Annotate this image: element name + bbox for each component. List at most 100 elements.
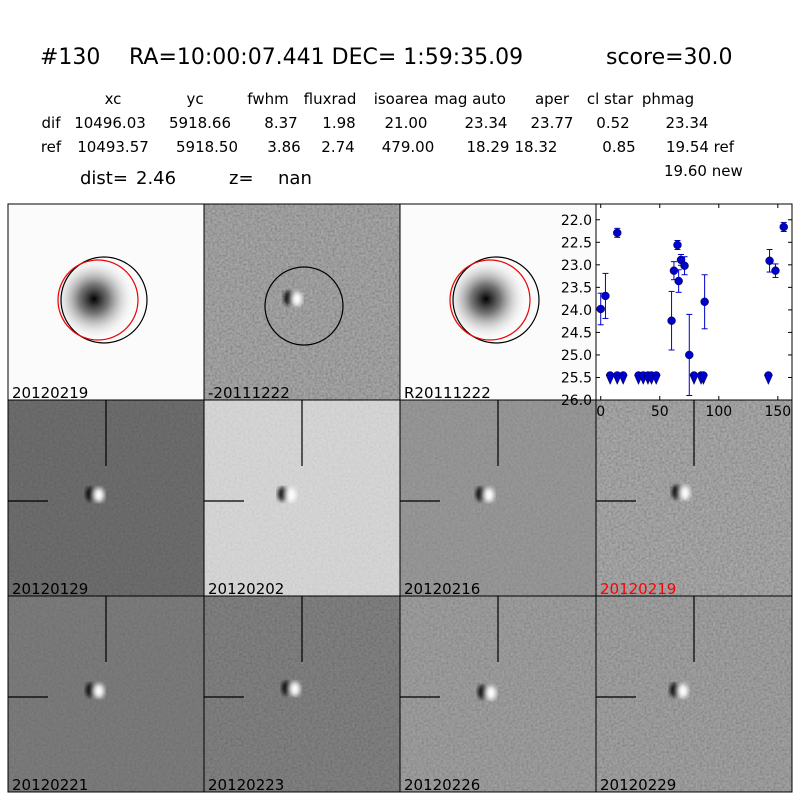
aperture bbox=[452, 256, 540, 344]
y-tick-label: 24.5 bbox=[561, 325, 592, 341]
y-tick-label: 24.0 bbox=[561, 303, 592, 319]
row-label: ref bbox=[41, 138, 62, 156]
point bbox=[601, 291, 610, 301]
light-curve: 22.0 22.5 23.0 23.5 24.0 24.5 25.0 25.5 26.00 50 1… bbox=[561, 203, 793, 420]
dist-label: dist= bbox=[80, 168, 128, 189]
residual bbox=[476, 487, 494, 502]
cell: 23.34 bbox=[666, 114, 709, 132]
point bbox=[680, 261, 689, 270]
image-panel: 20120229 bbox=[595, 595, 793, 794]
upper-limit bbox=[618, 371, 628, 385]
residual-bright bbox=[286, 488, 296, 502]
star bbox=[444, 257, 528, 341]
image-panel: R20111222 bbox=[399, 203, 597, 402]
upper-limit bbox=[651, 371, 661, 385]
aperture bbox=[60, 256, 148, 344]
point bbox=[779, 222, 788, 232]
panel-label: 20120229 bbox=[600, 776, 676, 794]
aperture bbox=[57, 259, 139, 341]
image-panel: 20120202 bbox=[203, 399, 401, 598]
cell: 2.74 bbox=[321, 138, 354, 156]
z: nan bbox=[278, 168, 312, 189]
cell: 10496.03 bbox=[74, 114, 146, 132]
residual-dark bbox=[278, 487, 288, 501]
image-panel: 20120226 bbox=[399, 595, 597, 794]
upper-limit bbox=[699, 371, 708, 385]
residual-bright bbox=[94, 488, 104, 502]
x-tick-label: 50 bbox=[651, 404, 669, 420]
panel-label: 20120226 bbox=[404, 776, 480, 794]
y-tick-label: 25.5 bbox=[561, 370, 592, 386]
column-header: aper bbox=[535, 90, 570, 108]
residual bbox=[86, 683, 104, 698]
point bbox=[673, 240, 682, 250]
dist: 2.46 bbox=[136, 168, 176, 189]
panel-label: 20120223 bbox=[208, 776, 284, 794]
column-header: isoarea bbox=[374, 90, 429, 108]
residual-dark bbox=[670, 683, 680, 697]
panel-frame bbox=[595, 595, 793, 793]
cell: 23.77 bbox=[531, 114, 574, 132]
column-header: xc bbox=[105, 90, 122, 108]
residual-bright bbox=[678, 684, 688, 698]
panel-label: 20120219 bbox=[600, 580, 676, 598]
cell: 10493.57 bbox=[77, 138, 149, 156]
point bbox=[685, 350, 694, 360]
column-header: mag auto bbox=[434, 90, 506, 108]
point bbox=[700, 297, 709, 306]
column-header: fwhm bbox=[247, 90, 288, 108]
residual bbox=[478, 685, 496, 700]
cell: 5918.50 bbox=[176, 138, 238, 156]
point bbox=[613, 228, 622, 238]
column-header: fluxrad bbox=[304, 90, 357, 108]
y-tick-label: 22.5 bbox=[561, 235, 592, 251]
residual-dark bbox=[672, 485, 682, 499]
panel-label: -20111222 bbox=[208, 384, 290, 402]
column-header: cl star bbox=[587, 90, 634, 108]
residual bbox=[86, 487, 104, 502]
cell: 0.85 bbox=[602, 138, 635, 156]
x-tick-label: 0 bbox=[596, 404, 605, 420]
image-panel: 20120223 bbox=[203, 595, 401, 794]
image-panel: 20120219 bbox=[7, 203, 205, 402]
residual-bright bbox=[486, 686, 496, 700]
point bbox=[596, 304, 605, 314]
column-header: yc bbox=[186, 90, 203, 108]
image-panel: 20120129 bbox=[7, 399, 205, 598]
panel-label: 20120216 bbox=[404, 580, 480, 598]
star bbox=[52, 257, 136, 341]
residual-dark bbox=[476, 487, 486, 501]
cell: 23.34 bbox=[465, 114, 508, 132]
residual-dark bbox=[284, 291, 294, 305]
panel-label: 20120221 bbox=[12, 776, 88, 794]
column-header: phmag bbox=[642, 90, 694, 108]
info-table: xc yc fwhm fluxrad isoarea mag auto aper cl sta… bbox=[41, 90, 735, 156]
panel-label: 20120202 bbox=[208, 580, 284, 598]
panel-noise bbox=[204, 204, 400, 400]
title-score: score=30.0 bbox=[606, 45, 733, 70]
residual-bright bbox=[680, 486, 690, 500]
title: #130 RA=10:00:07.441 DEC= 1:59:35.09 score… bbox=[40, 45, 733, 70]
cell: 18.32 bbox=[515, 138, 558, 156]
panel-label: 20120219 bbox=[12, 384, 88, 402]
residual-bright bbox=[290, 682, 300, 696]
cell: 3.86 bbox=[267, 138, 300, 156]
cell: 8.37 bbox=[264, 114, 297, 132]
image-panel: 20120221 bbox=[7, 595, 205, 794]
point bbox=[669, 266, 679, 275]
residual bbox=[282, 681, 300, 696]
x-tick-label: 100 bbox=[705, 404, 732, 420]
z-label: z= bbox=[229, 168, 254, 189]
residual-bright bbox=[94, 684, 104, 698]
image-panel: -20111222 bbox=[203, 203, 401, 402]
y-tick-label: 25.0 bbox=[561, 348, 592, 364]
cell: 0.52 bbox=[596, 114, 629, 132]
point bbox=[674, 276, 683, 286]
x-tick-label: 150 bbox=[764, 404, 791, 420]
y-tick-label: 22.0 bbox=[561, 213, 592, 229]
point bbox=[667, 316, 676, 325]
y-tick-label: 23.0 bbox=[561, 258, 592, 274]
aperture bbox=[264, 266, 344, 346]
panels: 20120219 -20111222 R20111222 20120129 201202… bbox=[7, 203, 793, 794]
